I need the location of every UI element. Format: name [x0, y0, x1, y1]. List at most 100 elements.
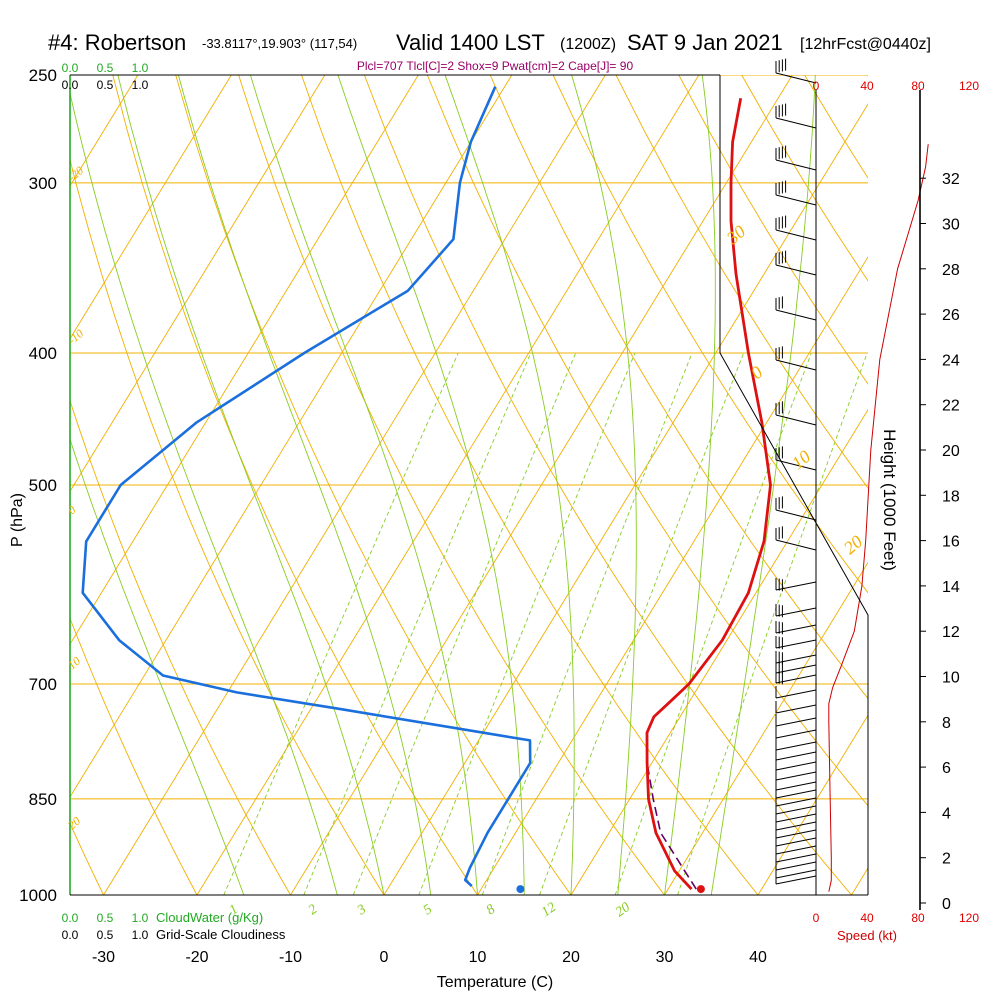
isotherm: [70, 75, 419, 646]
temperature-tick-label: 0: [380, 949, 389, 966]
cloud-water-tick-bottom: 0.5: [97, 911, 114, 925]
cloud-water-tick-bottom: 0.0: [62, 911, 79, 925]
dry-adiabat: [363, 75, 852, 895]
height-tick-label: 10: [942, 670, 960, 687]
dry-adiabat: [615, 75, 868, 489]
mixing-ratio-line: [481, 352, 693, 895]
moist-adiabat: [444, 75, 575, 895]
background-grid: [70, 75, 1000, 895]
wind-barb: [775, 103, 817, 129]
speed-tick-top: 0: [813, 79, 820, 93]
mixing-ratio-label: 8: [484, 902, 498, 918]
isotherm: [103, 75, 606, 895]
speed-tick-bottom: 0: [813, 911, 820, 925]
dewpoint-line: [81, 86, 532, 888]
wind-barb: [775, 794, 817, 807]
isotherm: [477, 256, 868, 895]
isotherm: [664, 561, 868, 895]
pressure-tick-label: 700: [29, 675, 57, 694]
valid-time: Valid 1400 LST: [396, 30, 545, 55]
speed-tick-bottom: 40: [860, 911, 874, 925]
wind-barb: [775, 866, 817, 879]
dry-adiabat: [489, 75, 868, 700]
mixing-ratio-line: [614, 352, 812, 895]
isotherm: [70, 75, 232, 340]
mixing-ratio-label: 20: [613, 900, 633, 920]
isotherm: [70, 75, 513, 798]
moist-adiabat: [117, 75, 385, 895]
forecast-tag: [12hrFcst@0440z]: [800, 36, 931, 53]
wind-barbs: [775, 58, 817, 885]
cloud-water-label: CloudWater (g/Kg): [156, 910, 263, 925]
dry-adiabat: [175, 75, 572, 895]
isotherm: [290, 75, 793, 895]
surface-temperature-point: [696, 885, 705, 894]
mixing-ratio-label: 2: [306, 902, 320, 918]
x-axis-title: Temperature (C): [437, 974, 553, 991]
utc-time: (1200Z): [560, 36, 616, 53]
dry-adiabat: [426, 75, 868, 807]
moist-adiabat: [337, 75, 525, 895]
wind-barb: [775, 604, 817, 618]
moist-adiabat: [249, 75, 478, 895]
dry-adiabat: [301, 75, 759, 895]
wind-barb: [775, 346, 817, 371]
wind-barb: [775, 748, 817, 761]
temperature-tick-label: 40: [749, 949, 767, 966]
height-tick-label: 32: [942, 171, 960, 188]
height-tick-label: 24: [942, 352, 960, 369]
speed-tick-bottom: 120: [959, 911, 979, 925]
temperature-line: [645, 97, 772, 891]
height-tick-label: 4: [942, 805, 951, 822]
isotherm: [757, 714, 868, 895]
cloudiness-tick-top: 0.0: [62, 78, 79, 92]
wind-barb: [775, 714, 817, 727]
mixing-ratio-label: 5: [421, 902, 435, 918]
dry-adiabat-label: 0: [747, 362, 767, 383]
mixing-ratio-line: [352, 352, 577, 895]
wind-barb: [775, 526, 817, 551]
cloud-water-tick-top: 1.0: [132, 61, 149, 75]
height-tick-label: 20: [942, 443, 960, 460]
wind-barb: [775, 296, 817, 321]
dry-adiabat-label: 10: [65, 654, 83, 672]
cloudiness-tick-top: 1.0: [132, 78, 149, 92]
isotherm: [945, 75, 1000, 895]
pressure-tick-label: 1000: [19, 886, 57, 905]
cloudiness-label: Grid-Scale Cloudiness: [156, 927, 286, 942]
wind-barb: [775, 401, 817, 426]
dry-adiabat-label: 20: [65, 814, 83, 832]
pressure-tick-label: 250: [29, 66, 57, 85]
wind-barb: [775, 578, 817, 592]
dry-adiabat: [678, 75, 868, 385]
wind-barb: [775, 738, 817, 751]
pressure-tick-label: 500: [29, 476, 57, 495]
wind-barb: [775, 810, 817, 823]
wind-barb: [775, 701, 817, 714]
profile-series: [81, 86, 929, 894]
mixing-ratio-line: [418, 352, 636, 895]
wind-barb: [775, 180, 817, 206]
wind-barb: [775, 768, 817, 781]
speed-tick-top: 80: [911, 79, 925, 93]
wind-speed-line: [828, 144, 929, 892]
pressure-tick-label: 400: [29, 344, 57, 363]
wind-barb: [775, 872, 817, 885]
mixing-ratio-line: [303, 352, 532, 895]
wind-barb: [775, 250, 817, 276]
wind-barb: [775, 145, 817, 171]
dry-adiabat: [552, 75, 868, 594]
dry-adiabat-label: -10: [65, 326, 86, 347]
temperature-tick-label: 20: [562, 949, 580, 966]
forecast-date: SAT 9 Jan 2021: [627, 30, 783, 55]
height-axis-title: Height (1000 Feet): [880, 429, 899, 571]
height-tick-label: 8: [942, 715, 951, 732]
wind-barb: [775, 215, 817, 241]
isotherm: [851, 867, 868, 895]
height-tick-label: 14: [942, 579, 960, 596]
height-tick-label: 6: [942, 760, 951, 777]
wind-barb: [775, 758, 817, 771]
cloudiness-tick-bottom: 1.0: [132, 928, 149, 942]
dry-adiabat-label: 30: [722, 221, 749, 249]
